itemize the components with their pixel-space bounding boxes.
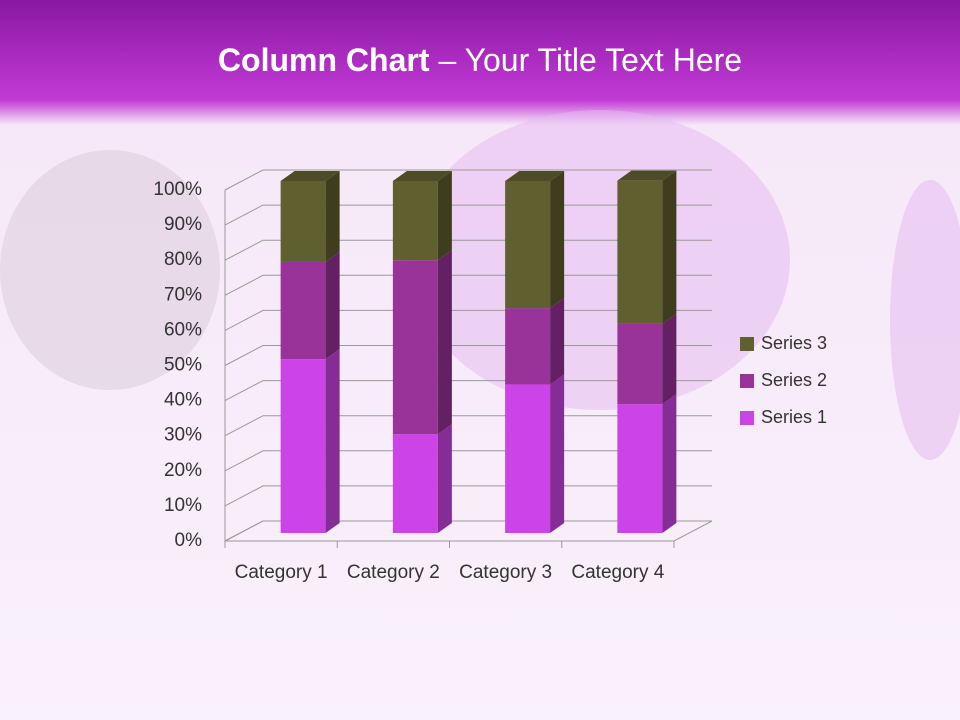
bar bbox=[505, 308, 551, 385]
legend-label: Series 1 bbox=[761, 407, 827, 427]
y-tick-label: 40% bbox=[164, 390, 202, 411]
bar bbox=[505, 384, 551, 533]
bar bbox=[392, 434, 438, 533]
legend-label: Series 2 bbox=[761, 370, 827, 390]
bar bbox=[392, 260, 438, 435]
bar bbox=[617, 404, 663, 533]
y-tick-label: 50% bbox=[164, 355, 202, 376]
legend-swatch bbox=[740, 411, 754, 425]
bar-side bbox=[662, 313, 677, 405]
bar-side bbox=[662, 394, 677, 533]
bar-side bbox=[550, 298, 565, 385]
y-tick-label: 60% bbox=[164, 319, 202, 340]
bar-top bbox=[280, 171, 340, 181]
bar bbox=[280, 261, 326, 360]
legend-label: Series 3 bbox=[761, 333, 827, 353]
y-tick-label: 0% bbox=[175, 530, 203, 551]
bar-top bbox=[392, 171, 452, 181]
y-tick-label: 90% bbox=[164, 214, 202, 235]
bar-side bbox=[437, 171, 452, 261]
bar-side bbox=[325, 349, 340, 533]
bar bbox=[280, 359, 326, 533]
y-tick-label: 80% bbox=[164, 249, 202, 270]
y-tick-label: 30% bbox=[164, 425, 202, 446]
legend-swatch bbox=[740, 374, 754, 388]
background-decoration bbox=[410, 110, 790, 410]
bar-side bbox=[550, 374, 565, 533]
y-tick-label: 100% bbox=[153, 179, 202, 200]
bar-top bbox=[505, 171, 565, 181]
background-decoration bbox=[0, 150, 220, 390]
title-rest: – Your Title Text Here bbox=[438, 42, 742, 78]
grid-line bbox=[224, 169, 712, 191]
title-bold: Column Chart bbox=[218, 42, 430, 78]
bar-side bbox=[437, 250, 452, 435]
chart-title: Column Chart – Your Title Text Here bbox=[218, 42, 742, 78]
bar bbox=[505, 181, 551, 309]
y-tick-label: 20% bbox=[164, 460, 202, 481]
bar-side bbox=[550, 171, 565, 309]
bar bbox=[617, 323, 663, 405]
bar bbox=[617, 180, 663, 324]
x-tick-label: Category 2 bbox=[346, 562, 440, 583]
bar-side bbox=[437, 424, 452, 533]
bar-side bbox=[325, 251, 340, 360]
bar bbox=[392, 181, 438, 261]
x-tick-label: Category 1 bbox=[234, 562, 328, 583]
y-tick-label: 10% bbox=[164, 495, 202, 516]
background-decoration bbox=[890, 180, 960, 460]
x-tick-label: Category 3 bbox=[459, 562, 553, 583]
bar bbox=[280, 181, 326, 262]
legend-swatch bbox=[740, 337, 754, 351]
x-tick-label: Category 4 bbox=[571, 562, 665, 583]
bar-side bbox=[325, 171, 340, 262]
bar-side bbox=[662, 170, 677, 324]
bar-top bbox=[617, 170, 677, 181]
y-tick-label: 70% bbox=[164, 284, 202, 305]
